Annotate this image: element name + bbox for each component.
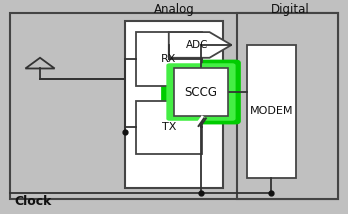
- FancyBboxPatch shape: [166, 63, 236, 121]
- FancyBboxPatch shape: [237, 13, 338, 199]
- FancyBboxPatch shape: [136, 101, 202, 154]
- FancyBboxPatch shape: [247, 45, 296, 178]
- FancyBboxPatch shape: [136, 32, 202, 86]
- FancyBboxPatch shape: [10, 13, 338, 199]
- Text: RX: RX: [161, 54, 176, 64]
- FancyBboxPatch shape: [174, 68, 228, 116]
- FancyBboxPatch shape: [161, 60, 241, 124]
- Text: TX: TX: [161, 122, 176, 132]
- Text: Clock: Clock: [14, 195, 51, 208]
- Text: ADC: ADC: [186, 40, 208, 50]
- Text: SCCG: SCCG: [184, 86, 218, 98]
- Polygon shape: [169, 32, 231, 58]
- FancyBboxPatch shape: [125, 21, 223, 188]
- Text: MODEM: MODEM: [250, 106, 293, 116]
- Text: Digital: Digital: [271, 3, 310, 16]
- Text: Analog: Analog: [153, 3, 195, 16]
